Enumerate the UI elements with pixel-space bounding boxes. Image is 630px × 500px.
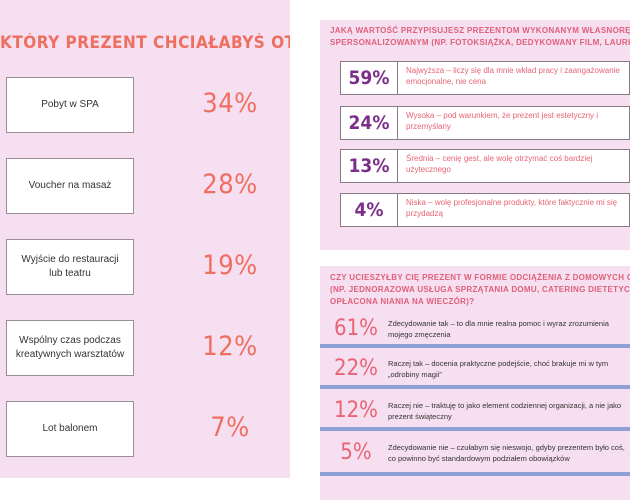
- relief-answer-2: 22% Raczej tak – docenia praktyczne pode…: [320, 350, 630, 388]
- relief-answer-1-pct: 61%: [334, 316, 378, 341]
- diy-answer-2-text: Wysoka – pod warunkiem, że prezent jest …: [398, 106, 630, 140]
- relief-answer-4-pct: 5%: [340, 440, 372, 465]
- divider-stripe: [320, 385, 630, 389]
- diy-answer-4-pct: 4%: [340, 193, 398, 227]
- option-1-pct: 34%: [202, 88, 258, 119]
- diy-answer-2: 24% Wysoka – pod warunkiem, że prezent j…: [340, 106, 630, 140]
- right-bottom-question-line3: OPŁACONA NIANIA NA WIECZÓR)?: [330, 297, 475, 306]
- right-bottom-panel: [320, 266, 630, 500]
- diy-answer-1-text: Najwyższa – liczy się dla mnie wkład pra…: [398, 61, 630, 95]
- right-bottom-question-line1: CZY UCIESZYŁBY CIĘ PREZENT W FORMIE ODCI…: [330, 273, 630, 282]
- relief-answer-1-text: Zdecydowanie tak – to dla mnie realna po…: [388, 319, 609, 339]
- relief-answer-2-pct: 22%: [334, 356, 378, 381]
- diy-answer-2-pct: 24%: [340, 106, 398, 140]
- option-5-pct: 7%: [210, 412, 250, 443]
- option-5-label: Lot balonem: [6, 401, 134, 457]
- diy-answer-4: 4% Niska – wolę profesjonalne produkty, …: [340, 193, 630, 227]
- right-top-question-line2: SPERSONALIZOWANYM (NP. FOTOKSIĄŻKA, DEDY…: [330, 38, 630, 47]
- relief-answer-1: 61% Zdecydowanie tak – to dla mnie realn…: [320, 310, 630, 348]
- relief-answer-4-text: Zdecydowanie nie – czułabym się nieswojo…: [388, 443, 625, 463]
- option-1-label: Pobyt w SPA: [6, 77, 134, 133]
- relief-answer-2-text: Raczej tak – docenia praktyczne podejści…: [388, 359, 609, 379]
- option-2-label: Voucher na masaż: [6, 158, 134, 214]
- option-3-label: Wyjście do restauracji lub teatru: [6, 239, 134, 295]
- divider-stripe: [320, 472, 630, 476]
- relief-answer-3: 12% Raczej nie – traktuję to jako elemen…: [320, 392, 630, 430]
- relief-answer-3-pct: 12%: [334, 398, 378, 423]
- left-question: KTÓRY PREZENT CHCIAŁABYŚ OTRZYMAĆ?: [0, 33, 290, 53]
- option-4-label: Wspólny czas podczas kreatywnych warszta…: [6, 320, 134, 376]
- relief-answer-3-text: Raczej nie – traktuję to jako element co…: [388, 401, 622, 421]
- divider-stripe: [320, 427, 630, 431]
- diy-answer-1-pct: 59%: [340, 61, 398, 95]
- option-3-pct: 19%: [202, 250, 258, 281]
- diy-answer-3-text: Średnia – cenię gest, ale wolę otrzymać …: [398, 149, 630, 183]
- option-4-pct: 12%: [202, 331, 258, 362]
- diy-answer-4-text: Niska – wolę profesjonalne produkty, któ…: [398, 193, 630, 227]
- right-bottom-question-line2: (NP. JEDNORAZOWA USŁUGA SPRZĄTANIA DOMU,…: [330, 285, 630, 294]
- diy-answer-1: 59% Najwyższa – liczy się dla mnie wkład…: [340, 61, 630, 95]
- right-top-question-line1: JAKĄ WARTOŚĆ PRZYPISUJESZ PREZENTOM WYKO…: [330, 26, 630, 35]
- option-2-pct: 28%: [202, 169, 258, 200]
- diy-answer-3-pct: 13%: [340, 149, 398, 183]
- relief-answer-4: 5% Zdecydowanie nie – czułabym się niesw…: [320, 434, 630, 472]
- diy-answer-3: 13% Średnia – cenię gest, ale wolę otrzy…: [340, 149, 630, 183]
- divider-stripe: [320, 344, 630, 348]
